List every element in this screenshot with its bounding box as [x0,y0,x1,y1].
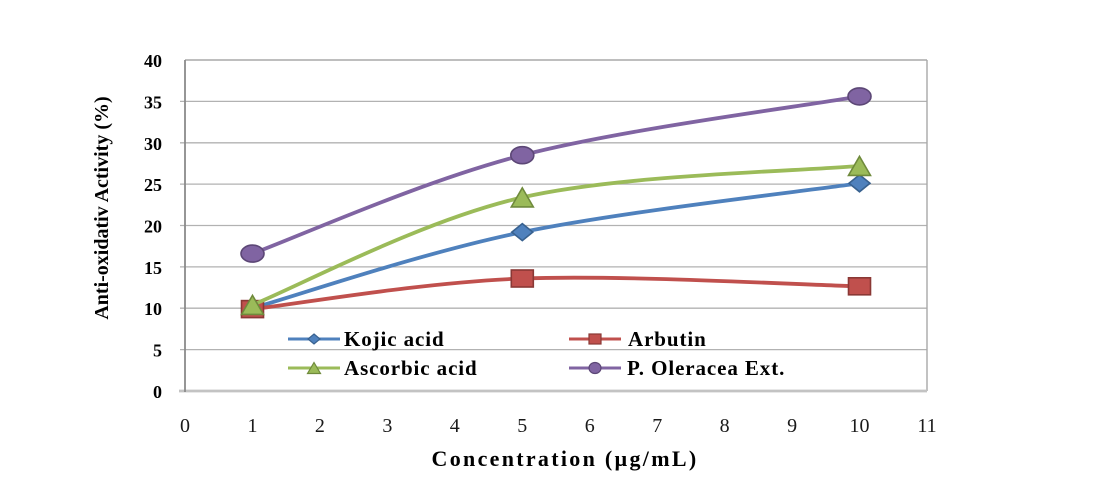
svg-text:20: 20 [144,217,162,237]
svg-text:11: 11 [917,415,936,437]
svg-text:P. Oleracea Ext.: P. Oleracea Ext. [627,356,785,380]
svg-text:40: 40 [144,51,162,71]
svg-text:0: 0 [153,382,162,402]
svg-text:2: 2 [315,415,325,437]
svg-text:7: 7 [652,415,662,437]
svg-text:6: 6 [585,415,595,437]
svg-text:35: 35 [144,92,162,112]
svg-text:Ascorbic acid: Ascorbic acid [344,356,478,380]
svg-text:30: 30 [144,134,162,154]
svg-text:3: 3 [382,415,392,437]
svg-text:9: 9 [787,415,797,437]
svg-text:Kojic acid: Kojic acid [344,327,445,351]
svg-text:0: 0 [180,415,190,437]
svg-text:25: 25 [144,175,162,195]
svg-text:10: 10 [144,299,162,319]
svg-text:10: 10 [850,415,870,437]
svg-text:5: 5 [517,415,527,437]
svg-text:8: 8 [720,415,730,437]
svg-text:Concentration (µg/mL): Concentration (µg/mL) [432,446,699,471]
svg-text:5: 5 [153,341,162,361]
svg-text:4: 4 [450,415,460,437]
svg-text:1: 1 [248,415,258,437]
svg-text:Anti-oxidativ Activity (%): Anti-oxidativ Activity (%) [91,96,113,319]
svg-text:Arbutin: Arbutin [628,327,707,351]
svg-text:15: 15 [144,258,162,278]
